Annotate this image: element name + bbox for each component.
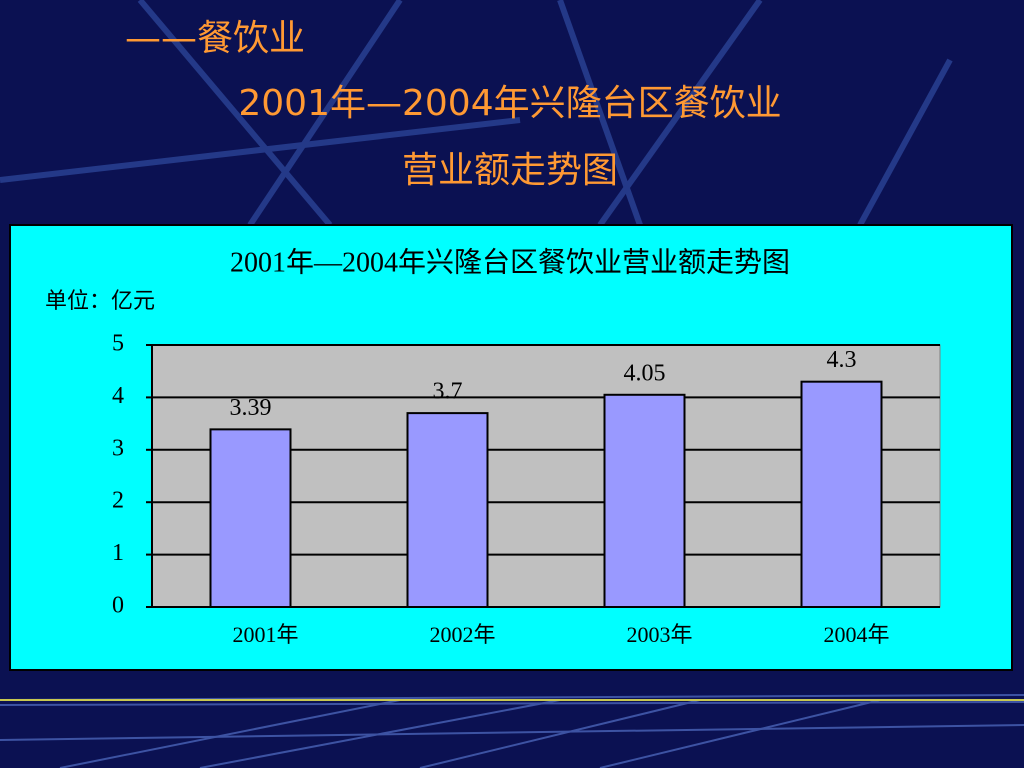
y-tick-label: 1 — [112, 540, 124, 566]
y-tick-label: 0 — [112, 593, 124, 619]
slide-title: ——餐饮业 — [125, 18, 305, 59]
y-tick-label: 4 — [112, 383, 124, 409]
bar — [209, 428, 292, 609]
x-tick-label: 2003年 — [626, 622, 692, 647]
x-tick-label: 2004年 — [823, 622, 889, 647]
data-label: 4.05 — [624, 360, 666, 386]
x-tick-label: 2002年 — [429, 622, 495, 647]
decoration — [0, 0, 953, 227]
slide-subtitle: 营业额走势图 — [402, 150, 618, 191]
x-tick-label: 2001年 — [232, 622, 298, 647]
bar — [603, 393, 686, 608]
y-tick-label: 2 — [112, 488, 124, 514]
slide-subtitle: 2001年—2004年兴隆台区餐饮业 — [238, 83, 781, 124]
data-label: 3.7 — [433, 379, 463, 405]
unit-label: 单位：亿元 — [45, 288, 155, 313]
data-label: 3.39 — [230, 395, 272, 421]
data-label: 4.3 — [827, 347, 857, 373]
y-tick-label: 5 — [112, 331, 124, 357]
bar — [406, 412, 489, 608]
chart-title: 2001年—2004年兴隆台区餐饮业营业额走势图 — [230, 246, 790, 278]
bar — [800, 380, 883, 608]
y-tick-label: 3 — [112, 435, 124, 461]
